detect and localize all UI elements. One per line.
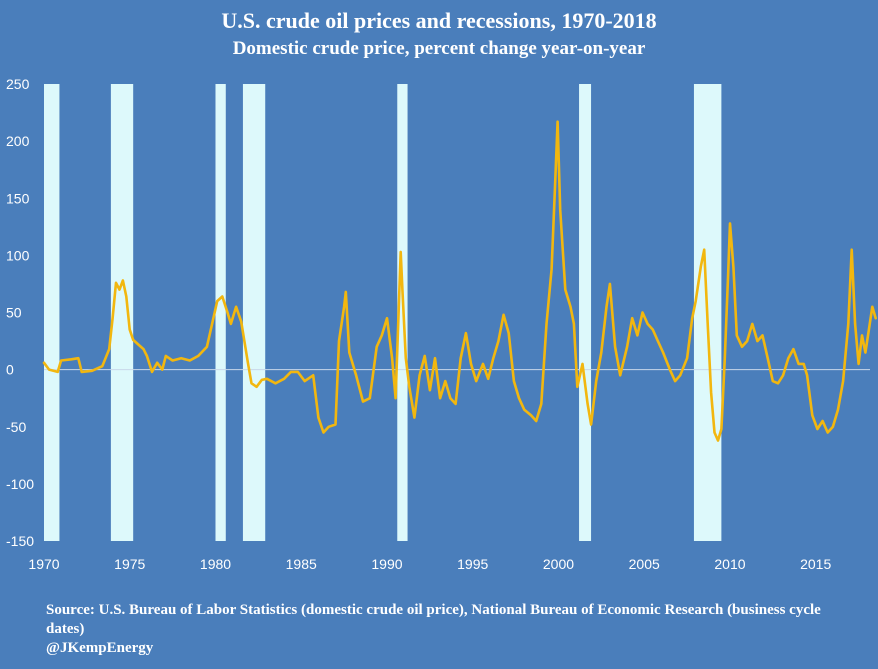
recession-band-4 — [242, 84, 266, 541]
y-tick-label: 250 — [6, 76, 30, 92]
x-tick-label: 2010 — [714, 556, 745, 572]
x-tick-label: 1995 — [457, 556, 488, 572]
line-chart: 250 200 150 100 50 0 -50 -100 -150 1970 1975 1980 19… — [6, 76, 877, 572]
recession-band-1 — [44, 84, 60, 541]
y-tick-label: -50 — [6, 419, 26, 435]
y-tick-label: -150 — [6, 533, 34, 549]
x-tick-label: 2000 — [543, 556, 574, 572]
recession-band-6 — [579, 84, 592, 541]
y-tick-label: -100 — [6, 476, 34, 492]
y-tick-label: 100 — [6, 247, 30, 263]
chart-title: U.S. crude oil prices and recessions, 19… — [221, 8, 657, 33]
x-tick-label: 1985 — [286, 556, 317, 572]
credit-handle: @JKempEnergy — [46, 640, 154, 656]
x-tick-label: 1980 — [200, 556, 231, 572]
y-tick-label: 0 — [6, 362, 14, 378]
source-note: Source: U.S. Bureau of Labor Statistics … — [46, 601, 846, 658]
recession-band-2 — [110, 84, 134, 541]
price-change-line — [42, 120, 877, 442]
x-tick-label: 2005 — [629, 556, 660, 572]
x-tick-label: 1975 — [114, 556, 145, 572]
y-tick-label: 150 — [6, 190, 30, 206]
x-tick-label: 1990 — [371, 556, 402, 572]
x-tick-label: 2015 — [800, 556, 831, 572]
y-tick-label: 50 — [6, 305, 22, 321]
chart-subtitle: Domestic crude price, percent change yea… — [232, 38, 646, 59]
source-line: Source: U.S. Bureau of Labor Statistics … — [46, 602, 821, 637]
y-tick-label: 200 — [6, 133, 30, 149]
x-tick-label: 1970 — [28, 556, 59, 572]
recession-band-3 — [215, 84, 226, 541]
